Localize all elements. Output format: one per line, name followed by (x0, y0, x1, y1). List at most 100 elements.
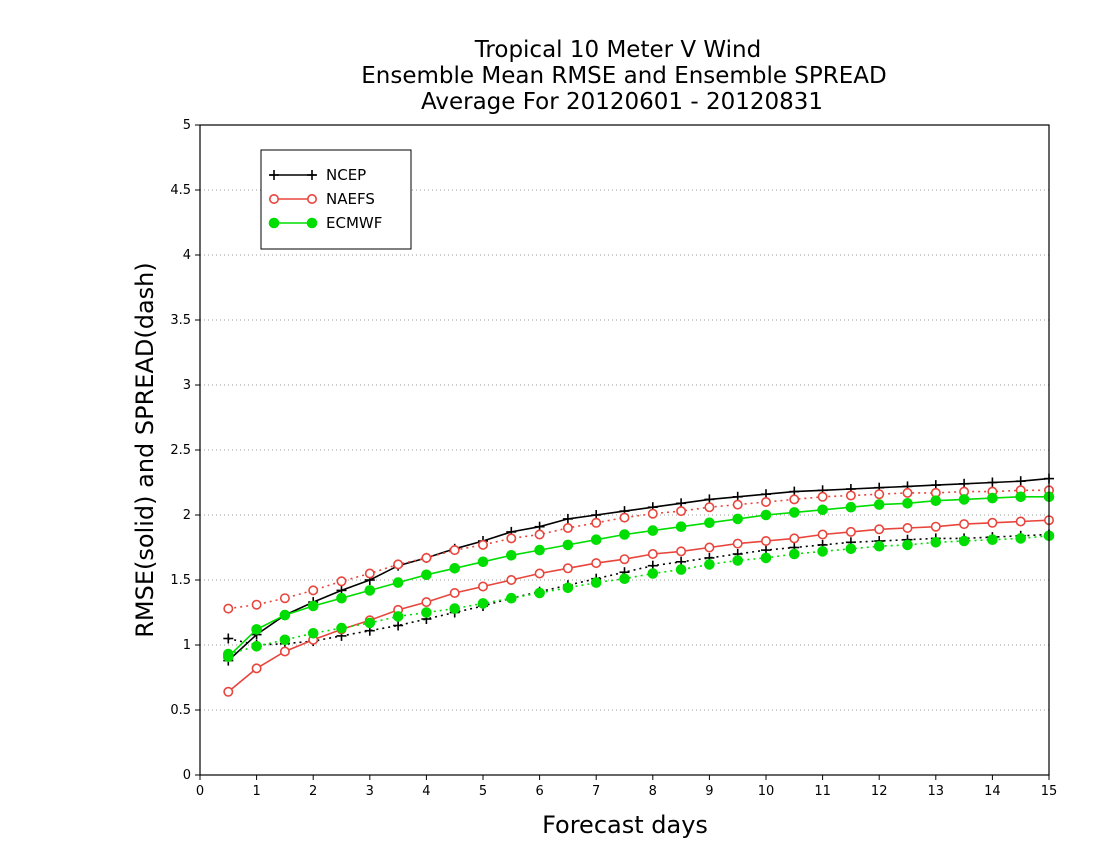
ecmwf-spread-point-11 (534, 587, 545, 599)
chart-title-line-2: Ensemble Mean RMSE and Ensemble SPREAD (361, 63, 886, 89)
naefs-rmse-point-11 (534, 568, 545, 579)
naefs-rmse-point-22 (845, 526, 856, 537)
naefs-rmse-point-12 (562, 563, 573, 574)
ecmwf-rmse-point-20 (789, 507, 800, 518)
x-tick-label-3: 3 (366, 784, 374, 799)
chart-title-line-1: Tropical 10 Meter V Wind (474, 37, 761, 63)
naefs-spread-point-3 (308, 585, 319, 596)
ecmwf-spread-point-14 (619, 573, 630, 585)
naefs-rmse-point-7 (421, 597, 432, 608)
ecmwf-rmse-point-22 (845, 501, 857, 513)
series-layer (223, 473, 1055, 697)
ecmwf-spread-point-5 (364, 617, 376, 629)
naefs-spread-point-2 (279, 593, 290, 604)
ecmwf-rmse-point-19 (760, 509, 772, 521)
x-tick-label-4: 4 (422, 784, 430, 799)
x-tick-label-13: 13 (928, 784, 945, 799)
naefs-rmse-line (227, 519, 1050, 693)
ecmwf-spread-point-8 (449, 603, 461, 614)
naefs-spread-point-7 (421, 552, 432, 563)
naefs-rmse-point-18 (732, 538, 743, 549)
naefs-rmse-point-24 (902, 522, 913, 533)
ecmwf-spread-point-23 (873, 540, 885, 552)
ecmwf-rmse-point-16 (675, 521, 687, 533)
naefs-spread-point-19 (760, 496, 771, 507)
x-tick-label-14: 14 (984, 784, 1001, 799)
ecmwf-rmse-point-2 (279, 609, 291, 621)
x-tick-label-2: 2 (309, 784, 317, 799)
ecmwf-spread-point-12 (562, 582, 574, 594)
ncep-spread-point-0 (223, 633, 234, 644)
ecmwf-rmse-point-15 (647, 525, 659, 536)
ecmwf-rmse-line (227, 495, 1049, 658)
ecmwf-rmse-point-25 (930, 495, 942, 507)
ecmwf-spread-point-7 (421, 607, 432, 618)
y-tick-label-3: 1.5 (170, 573, 191, 588)
legend-marker-ncep-a (269, 170, 279, 180)
naefs-spread-line (228, 489, 1049, 610)
ecmwf-rmse-point-11 (534, 544, 545, 556)
naefs-rmse-point-2 (279, 646, 290, 657)
naefs-spread-point-4 (336, 576, 347, 587)
ecmwf-spread-point-21 (817, 546, 828, 557)
y-tick-label-7: 3.5 (170, 313, 191, 328)
legend: NCEP NAEFS ECMWF (260, 149, 412, 250)
ecmwf-spread-point-24 (902, 539, 913, 551)
y-tick-label-5: 2.5 (170, 443, 191, 458)
ecmwf-spread-point-17 (704, 559, 715, 570)
legend-marker-naefs-b (306, 194, 317, 205)
x-tick-label-8: 8 (649, 784, 657, 799)
ecmwf-rmse-point-8 (449, 563, 461, 574)
legend-label-ecmwf: ECMWF (326, 214, 382, 232)
naefs-rmse-point-1 (251, 663, 262, 674)
ecmwf-spread-point-10 (506, 592, 517, 604)
ecmwf-rmse-point-13 (590, 534, 602, 546)
y-tick-label-2: 1 (183, 638, 191, 653)
ecmwf-spread-point-20 (789, 548, 800, 560)
x-axis-label: Forecast days (542, 811, 708, 839)
naefs-rmse-point-14 (619, 554, 630, 565)
ecmwf-rmse-point-10 (506, 550, 517, 561)
naefs-spread-point-24 (902, 487, 913, 498)
x-axis-ticks: 0 1 2 3 4 5 6 7 8 9 10 11 12 13 14 15 (196, 775, 1057, 799)
naefs-rmse-point-21 (817, 529, 828, 540)
ncep-rmse-line (227, 477, 1050, 662)
naefs-spread-point-6 (393, 559, 404, 570)
legend-label-naefs: NAEFS (326, 190, 375, 208)
y-axis-label: RMSE(solid) and SPREAD(dash) (131, 262, 159, 638)
naefs-rmse-point-28 (1015, 516, 1026, 527)
naefs-spread-point-13 (591, 517, 602, 528)
x-tick-label-6: 6 (535, 784, 543, 799)
ecmwf-rmse-point-7 (421, 569, 432, 581)
naefs-rmse-point-27 (987, 517, 998, 528)
naefs-spread-point-10 (506, 533, 517, 544)
naefs-rmse-point-9 (477, 581, 488, 592)
x-tick-label-5: 5 (479, 784, 487, 799)
naefs-rmse-point-10 (506, 574, 517, 585)
y-tick-label-9: 4.5 (170, 183, 191, 198)
naefs-rmse-point-19 (760, 535, 771, 546)
legend-marker-ecmwf-b (306, 217, 318, 229)
ncep-spread-line (228, 533, 1050, 646)
legend-marker-ncep-b (307, 170, 317, 180)
naefs-spread-point-16 (676, 506, 687, 517)
naefs-spread-point-22 (845, 490, 856, 501)
naefs-spread-point-1 (251, 599, 262, 610)
ecmwf-rmse-point-28 (1015, 491, 1027, 503)
naefs-spread-point-9 (477, 539, 488, 550)
naefs-spread-point-15 (647, 508, 658, 519)
ecmwf-spread-point-22 (845, 543, 857, 555)
ecmwf-rmse-point-26 (958, 494, 970, 505)
naefs-rmse-point-26 (959, 519, 970, 530)
ecmwf-rmse-point-12 (562, 539, 574, 551)
x-tick-label-9: 9 (705, 784, 713, 799)
naefs-spread-point-12 (562, 522, 573, 533)
ecmwf-rmse-point-1 (251, 624, 262, 635)
ecmwf-rmse-point-21 (817, 504, 828, 516)
x-tick-label-10: 10 (758, 784, 775, 799)
naefs-rmse-point-16 (676, 546, 687, 557)
ecmwf-rmse-point-17 (704, 517, 715, 529)
naefs-rmse-point-23 (874, 524, 885, 535)
naefs-rmse-point-17 (704, 542, 715, 553)
